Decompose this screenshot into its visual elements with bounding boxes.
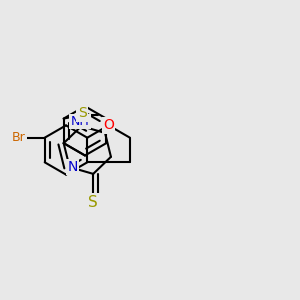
Text: S: S — [88, 194, 98, 209]
Text: Br: Br — [12, 131, 26, 144]
Text: S: S — [78, 106, 86, 120]
Text: NH: NH — [70, 115, 89, 128]
Text: N: N — [68, 160, 78, 174]
Text: O: O — [103, 118, 114, 132]
